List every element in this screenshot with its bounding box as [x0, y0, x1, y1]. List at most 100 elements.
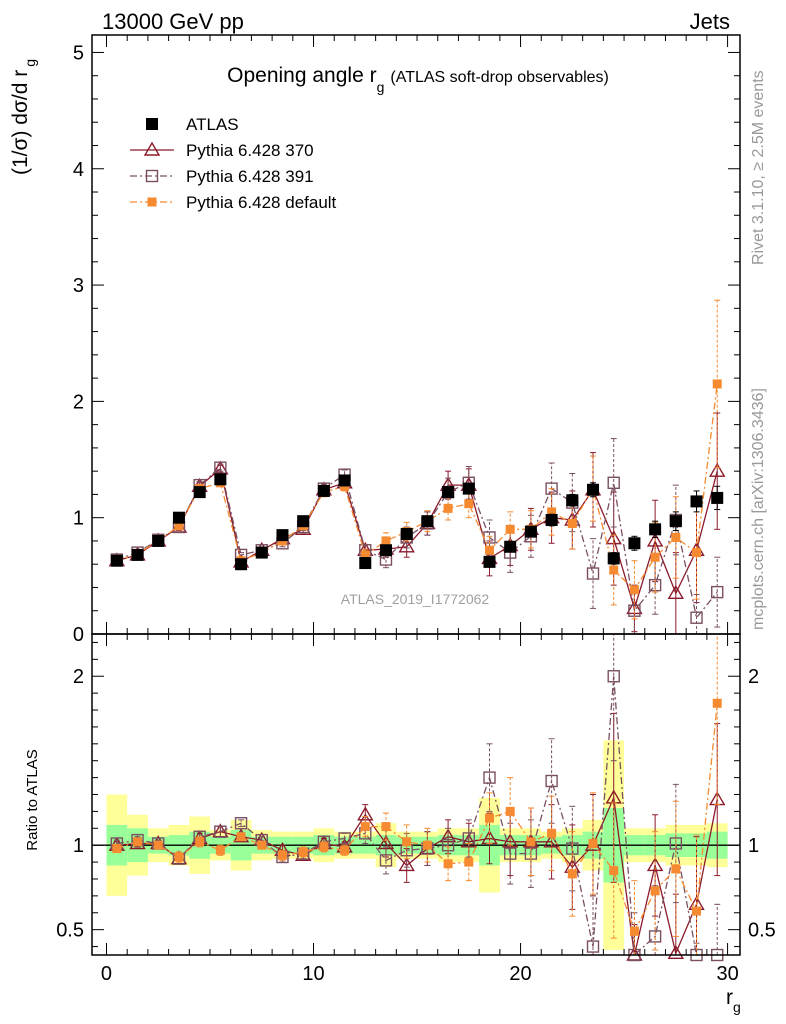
main-atlas-point [566, 494, 579, 507]
ratio-pythia-6-428-391-point [648, 930, 662, 943]
main-pythia-6-428-391-point [711, 585, 724, 599]
main-title-text: Opening angle r [227, 64, 376, 87]
main-pythia-6-428-default-point [484, 545, 494, 555]
main-atlas-point [235, 558, 248, 571]
main-atlas-point [214, 473, 227, 486]
ratio-pythia-6-428-370-point [646, 857, 664, 872]
main-atlas-point [587, 483, 600, 496]
main-pythia-6-428-default-point [360, 550, 370, 560]
ratio-pythia-6-428-default-point [609, 866, 619, 876]
ratio-pythia-6-428-391-point [338, 832, 351, 845]
legend-label: ATLAS [186, 115, 239, 134]
main-atlas-point [524, 525, 537, 538]
ratio-pythia-6-428-default-point [153, 840, 163, 850]
main-atlas-point [711, 491, 724, 504]
ratio-pythia-6-428-default-point [340, 845, 350, 855]
ratio-pythia-6-428-default-point [629, 926, 639, 936]
ratio-pythia-6-428-default-point [588, 838, 598, 848]
main-pythia-6-428-default-point [381, 536, 391, 546]
main-pythia-6-428-default-point [712, 379, 722, 389]
ratio-y-tick-label-right: 2 [748, 666, 759, 688]
ratio-pythia-6-428-default-point [567, 869, 577, 879]
main-pythia-6-428-default-point [464, 499, 474, 509]
ratio-pythia-6-428-default-point [236, 832, 246, 842]
ratio-y-tick-label: 2 [73, 666, 84, 688]
analysis-watermark: ATLAS_2019_I1772062 [341, 591, 490, 607]
main-atlas-point [172, 511, 185, 524]
main-pythia-6-428-default-point [505, 524, 515, 534]
main-atlas-point [400, 527, 413, 540]
main-atlas-series [110, 473, 724, 571]
ratio-pythia-6-428-default-point [112, 844, 122, 854]
ratio-pythia-6-428-default-point [381, 822, 391, 832]
main-pythia-6-428-default-point [547, 507, 557, 517]
main-atlas-point [442, 486, 455, 499]
x-tick-label: 20 [509, 963, 531, 985]
main-y-tick-label: 1 [73, 508, 84, 530]
main-pythia-6-428-370-line [116, 467, 718, 611]
ratio-y-tick-label: 1 [73, 835, 84, 857]
ratio-pythia-6-428-default-point [671, 864, 681, 874]
ratio-pythia-6-428-391-point [586, 940, 600, 953]
ratio-y-axis-label: Ratio to ATLAS [24, 749, 41, 850]
main-atlas-point [690, 495, 703, 508]
ratio-pythia-6-428-default-point [402, 837, 412, 847]
ratio-pythia-6-428-391-point [607, 670, 620, 683]
legend-label: Pythia 6.428 370 [186, 141, 314, 160]
main-atlas-point [297, 515, 310, 528]
main-y-tick-label: 5 [73, 42, 84, 64]
main-atlas-point [504, 540, 517, 553]
ratio-pythia-6-428-391-point [441, 838, 455, 852]
main-pythia-6-428-370-point [398, 538, 415, 553]
main-title-subscript: g [377, 79, 385, 95]
main-pythia-6-428-370-point [667, 584, 685, 599]
main-atlas-point [255, 546, 268, 559]
main-atlas-point [483, 555, 496, 568]
ratio-pythia-6-428-391-point [234, 817, 248, 830]
ratio-pythia-6-428-default-point [712, 698, 722, 708]
ratio-pythia-6-428-default-point [484, 813, 494, 823]
ratio-pythia-6-428-default-point [464, 857, 474, 867]
main-y-tick-label: 0 [73, 624, 84, 646]
main-atlas-point [545, 514, 558, 527]
ratio-pythia-6-428-default-point [650, 886, 660, 896]
legend-label: Pythia 6.428 391 [186, 167, 314, 186]
ratio-pythia-6-428-default-point [505, 806, 515, 816]
ratio-pythia-6-428-391-series [110, 633, 724, 962]
main-y-axis-label-subscript: g [22, 59, 38, 67]
main-atlas-point [276, 529, 289, 542]
x-tick-label: 30 [716, 963, 738, 985]
ratio-y-tick-label-right: 1 [748, 835, 759, 857]
main-pythia-6-428-391-line [116, 466, 718, 620]
ratio-pythia-6-428-default-point [215, 845, 225, 855]
x-axis-label-text: r [726, 986, 733, 1009]
mcplots-label: mcplots.cern.ch [arXiv:1306.3436] [750, 388, 767, 630]
main-atlas-point [193, 486, 206, 499]
x-axis-label: rg [726, 986, 741, 1015]
ratio-pythia-6-428-default-point [277, 850, 287, 860]
ratio-pythia-6-428-default-point [547, 828, 557, 838]
ratio-pythia-6-428-391-point [214, 825, 227, 838]
ratio-pythia-6-428-391-point [379, 854, 393, 867]
main-atlas-point [359, 557, 372, 570]
main-atlas-point [607, 552, 620, 565]
ratio-pythia-6-428-370-point [543, 833, 560, 848]
legend-marker [147, 197, 157, 207]
legend-marker [145, 169, 159, 183]
ratio-pythia-6-428-default-point [133, 837, 143, 847]
main-pythia-6-428-default-line [116, 383, 718, 591]
main-atlas-point [628, 537, 641, 550]
ratio-panel: 0.5 0.51 12 20 10 20 30 [56, 633, 776, 985]
header-left: 13000 GeV pp [102, 9, 244, 34]
ratio-pythia-6-428-default-series [112, 633, 722, 956]
main-pythia-6-428-default-point [629, 585, 639, 595]
main-y-tick-label: 3 [73, 275, 84, 297]
main-pythia-6-428-default-point [650, 552, 660, 562]
ratio-pythia-6-428-370-point [667, 944, 685, 960]
main-pythia-6-428-default-point [609, 565, 619, 575]
ratio-pythia-6-428-391-point [483, 771, 496, 784]
ratio-pythia-6-428-391-line [116, 676, 718, 957]
ratio-pythia-6-428-default-point [174, 852, 184, 862]
main-pythia-6-428-default-point [692, 548, 702, 558]
